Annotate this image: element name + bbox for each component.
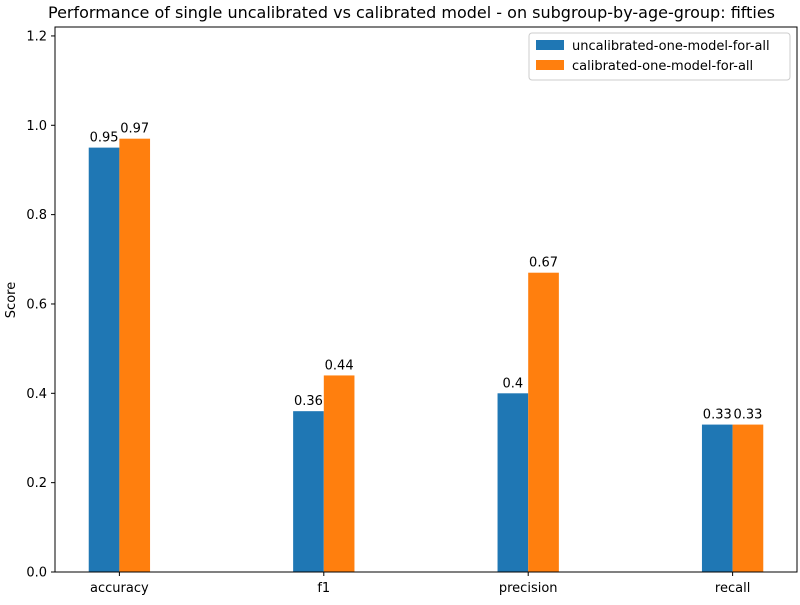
legend-swatch-series-2 [536, 60, 564, 70]
data-label-f1-series-1: 0.36 [294, 394, 323, 409]
legend-label-series-2: calibrated-one-model-for-all [572, 59, 753, 74]
data-label-accuracy-series-2: 0.97 [120, 122, 149, 137]
data-label-recall-series-2: 0.33 [733, 408, 762, 423]
data-label-f1-series-2: 0.44 [325, 358, 354, 373]
chart-title: Performance of single uncalibrated vs ca… [48, 3, 775, 22]
bar-f1-series-1 [293, 411, 324, 572]
x-tick-label-accuracy: accuracy [90, 581, 149, 596]
y-axis-label: Score [4, 282, 19, 318]
x-tick-label-recall: recall [715, 581, 750, 596]
bar-precision-series-1 [497, 393, 529, 572]
bar-accuracy-series-1 [88, 147, 120, 573]
y-tick-label: 0.2 [26, 476, 47, 491]
y-tick-label: 1.2 [26, 29, 47, 44]
bar-accuracy-series-2 [119, 138, 151, 572]
bar-f1-series-2 [323, 375, 355, 572]
legend: uncalibrated-one-model-for-all calibrated… [528, 32, 791, 81]
legend-box [528, 32, 791, 81]
legend-label-series-1: uncalibrated-one-model-for-all [572, 39, 770, 54]
bar-recall-series-1 [701, 424, 733, 572]
plot-frame [54, 26, 798, 573]
x-tick-label-f1: f1 [317, 581, 330, 596]
plot-area: 0.95 0.36 0.4 0.33 0.97 0.44 0.67 0.33 0.0 0.2 0.4… [26, 26, 798, 596]
y-tick-label: 0.8 [26, 208, 47, 223]
bar-recall-series-2 [732, 424, 764, 572]
legend-swatch-series-1 [536, 40, 564, 50]
data-label-precision-series-2: 0.67 [529, 256, 558, 271]
data-label-accuracy-series-1: 0.95 [90, 131, 119, 146]
y-tick-label: 0.4 [26, 387, 47, 402]
data-label-precision-series-1: 0.4 [503, 376, 524, 391]
y-tick-label: 0.0 [26, 566, 47, 581]
y-tick-label: 0.6 [26, 297, 47, 312]
y-tick-label: 1.0 [26, 119, 47, 134]
x-tick-label-precision: precision [499, 581, 558, 596]
bar-precision-series-2 [528, 272, 559, 572]
data-label-recall-series-1: 0.33 [703, 408, 732, 423]
